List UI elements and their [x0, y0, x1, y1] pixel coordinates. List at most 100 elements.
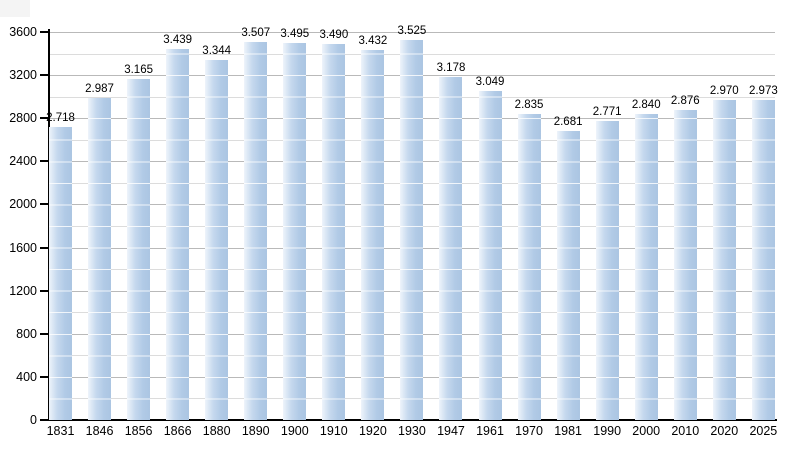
bar-value-label: 3.432: [358, 35, 388, 48]
x-slot-1961: 1961: [476, 424, 504, 439]
x-slot-1880: 1880: [203, 424, 231, 439]
bar-value-label: 2.973: [748, 84, 778, 97]
bar-slot-1947: 3.178: [437, 32, 465, 420]
bar-slot-2020: 2.970: [709, 32, 739, 420]
y-axis-tick: [40, 246, 48, 249]
bar-1920: [361, 50, 385, 420]
x-axis-label: 1990: [593, 424, 622, 438]
bar-1890: [244, 42, 268, 420]
bar-1880: [205, 59, 229, 420]
bar-value-label: 3.495: [280, 28, 310, 41]
bar-value-label: 3.165: [124, 63, 153, 76]
y-axis-label: 3600: [9, 25, 37, 39]
y-axis-tick: [40, 203, 48, 206]
x-slot-1890: 1890: [241, 424, 270, 439]
x-axis-label: 1890: [241, 424, 270, 438]
bar-slot-1990: 2.771: [592, 32, 622, 420]
bar-slot-2025: 2.973: [748, 32, 778, 420]
y-axis-tick: [40, 332, 48, 335]
x-slot-1866: 1866: [163, 424, 192, 439]
y-axis-label: 3200: [9, 68, 37, 83]
bar-value-label: 2.840: [631, 98, 661, 111]
bar-value-label: 2.718: [46, 112, 75, 125]
x-axis-label: 1930: [398, 424, 426, 438]
x-slot-1930: 1930: [398, 424, 426, 439]
bar-1866: [166, 49, 190, 420]
bar-value-label: 2.987: [85, 83, 114, 96]
y-axis-label: 1200: [9, 283, 37, 298]
y-axis-label: 2000: [9, 197, 37, 212]
x-axis-label: 1846: [85, 424, 114, 438]
bar-1981: [556, 131, 580, 420]
x-axis-label: 2025: [749, 424, 778, 438]
x-slot-1846: 1846: [85, 424, 114, 439]
bar-slot-1930: 3.525: [398, 25, 426, 420]
x-axis-label: 1920: [358, 424, 387, 438]
y-axis-tick: [40, 375, 48, 378]
bar-slot-1866: 3.439: [163, 32, 193, 420]
x-axis-label: 2000: [632, 424, 661, 438]
y-axis-tick: [40, 31, 48, 33]
bar-slot-1920: 3.432: [358, 32, 388, 420]
bar-1961: [478, 91, 502, 420]
bar-slot-1981: 2.681: [553, 32, 583, 420]
bar-value-label: 3.049: [475, 76, 505, 89]
bar-slot-1856: 3.165: [124, 32, 153, 420]
gridline-major: [49, 32, 775, 33]
x-slot-1900: 1900: [280, 424, 309, 439]
bar-slot-2010: 2.876: [670, 32, 700, 420]
bar-value-label: 3.439: [163, 34, 193, 47]
bar-1930: [400, 40, 424, 420]
bar-value-label: 2.970: [709, 84, 739, 97]
x-axis-label: 1981: [554, 424, 583, 438]
x-axis-label: 1970: [515, 424, 543, 438]
bar-1831: [49, 127, 72, 420]
bar-slot-1910: 3.490: [319, 28, 349, 420]
bar-slot-1846: 2.987: [85, 32, 114, 420]
bar-2025: [751, 99, 775, 420]
y-axis-label: 800: [16, 326, 37, 341]
bar-slot-1900: 3.495: [280, 28, 309, 420]
y-axis-label: 1600: [9, 240, 37, 255]
y-axis-tick: [40, 419, 48, 421]
y-axis-tick: [40, 74, 48, 77]
x-slot-1981: 1981: [554, 424, 583, 439]
bar-value-label: 3.525: [397, 25, 427, 38]
bar-1990: [595, 121, 619, 420]
bar-1846: [88, 98, 112, 420]
bar-2010: [673, 110, 697, 420]
bar-value-label: 2.835: [514, 99, 544, 112]
x-axis-label: 2010: [671, 424, 700, 438]
bar-value-label: 3.490: [319, 28, 349, 41]
x-axis-label: 1831: [46, 424, 75, 438]
bar-value-label: 2.681: [553, 116, 583, 129]
bar-slot-1970: 2.835: [514, 32, 544, 420]
x-axis-label: 1947: [437, 424, 465, 438]
x-slot-1990: 1990: [593, 424, 622, 439]
x-axis-label: 1856: [124, 424, 153, 438]
bar-slot-2000: 2.840: [631, 32, 661, 420]
x-slot-1856: 1856: [124, 424, 153, 439]
x-slot-1920: 1920: [358, 424, 387, 439]
y-axis-label: 400: [16, 369, 37, 384]
x-axis-line: [48, 419, 777, 421]
y-axis-label: 2800: [9, 111, 37, 126]
y-axis-tick: [40, 289, 48, 292]
bar-1947: [439, 77, 463, 420]
bars-container: 2.718 2.987 3.165 3.439 3.344 3.507 3.495 3.490…: [46, 25, 778, 420]
bar-value-label: 3.178: [436, 62, 466, 75]
bar-slot-1880: 3.344: [202, 32, 231, 420]
bar-value-label: 2.876: [670, 95, 700, 108]
x-slot-1831: 1831: [46, 424, 75, 439]
x-axis-label: 1900: [280, 424, 309, 438]
x-slot-2010: 2010: [671, 424, 700, 439]
bar-2000: [634, 113, 658, 420]
x-axis-label: 1866: [163, 424, 192, 438]
corner-artifact: [0, 0, 30, 17]
y-axis-label: 0: [30, 413, 37, 427]
x-axis-label: 1961: [476, 424, 504, 438]
bar-value-label: 2.771: [592, 106, 622, 119]
x-slot-1910: 1910: [320, 424, 348, 439]
bar-slot-1831: 2.718: [46, 32, 75, 420]
bar-slot-1961: 3.049: [475, 32, 505, 420]
